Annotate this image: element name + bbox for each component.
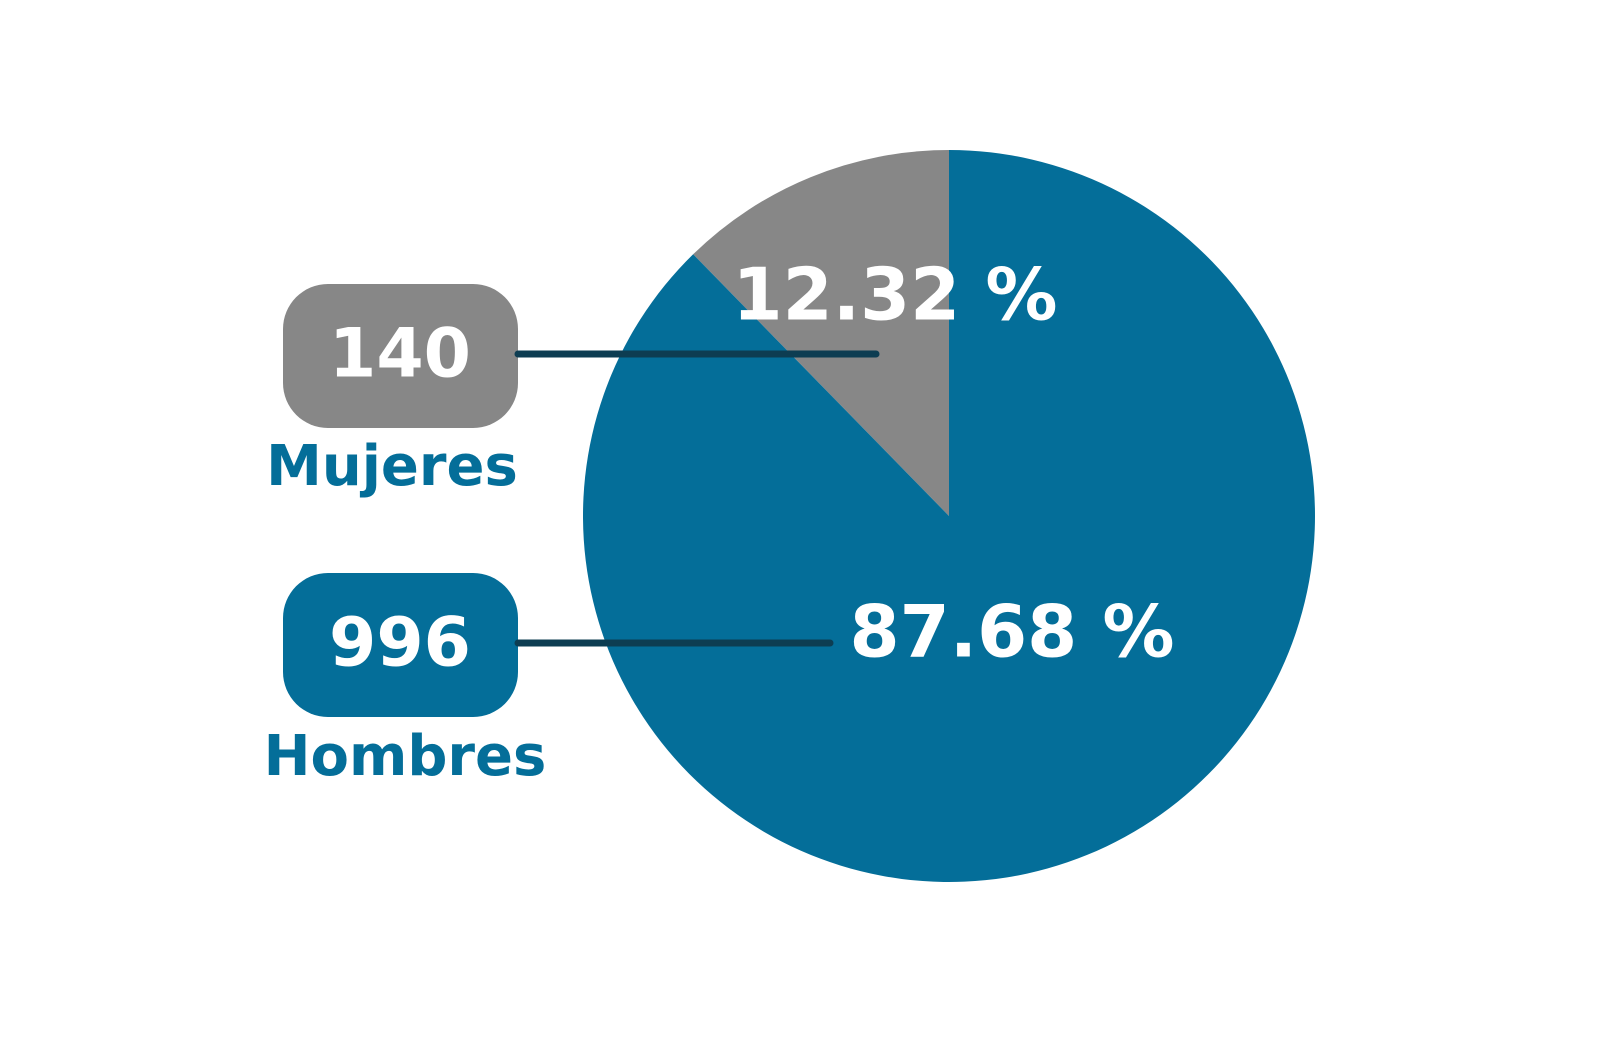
count-label: 140 — [329, 315, 471, 394]
pie-slice — [693, 150, 949, 516]
count-label: 996 — [329, 604, 471, 683]
category-label: Mujeres — [266, 434, 518, 499]
pie-slice — [583, 150, 1315, 882]
value-label: 12.32 % — [733, 253, 1058, 337]
value-label: 87.68 % — [850, 590, 1175, 674]
count-box — [283, 284, 518, 428]
category-label: Hombres — [264, 724, 547, 789]
count-box — [283, 573, 518, 717]
